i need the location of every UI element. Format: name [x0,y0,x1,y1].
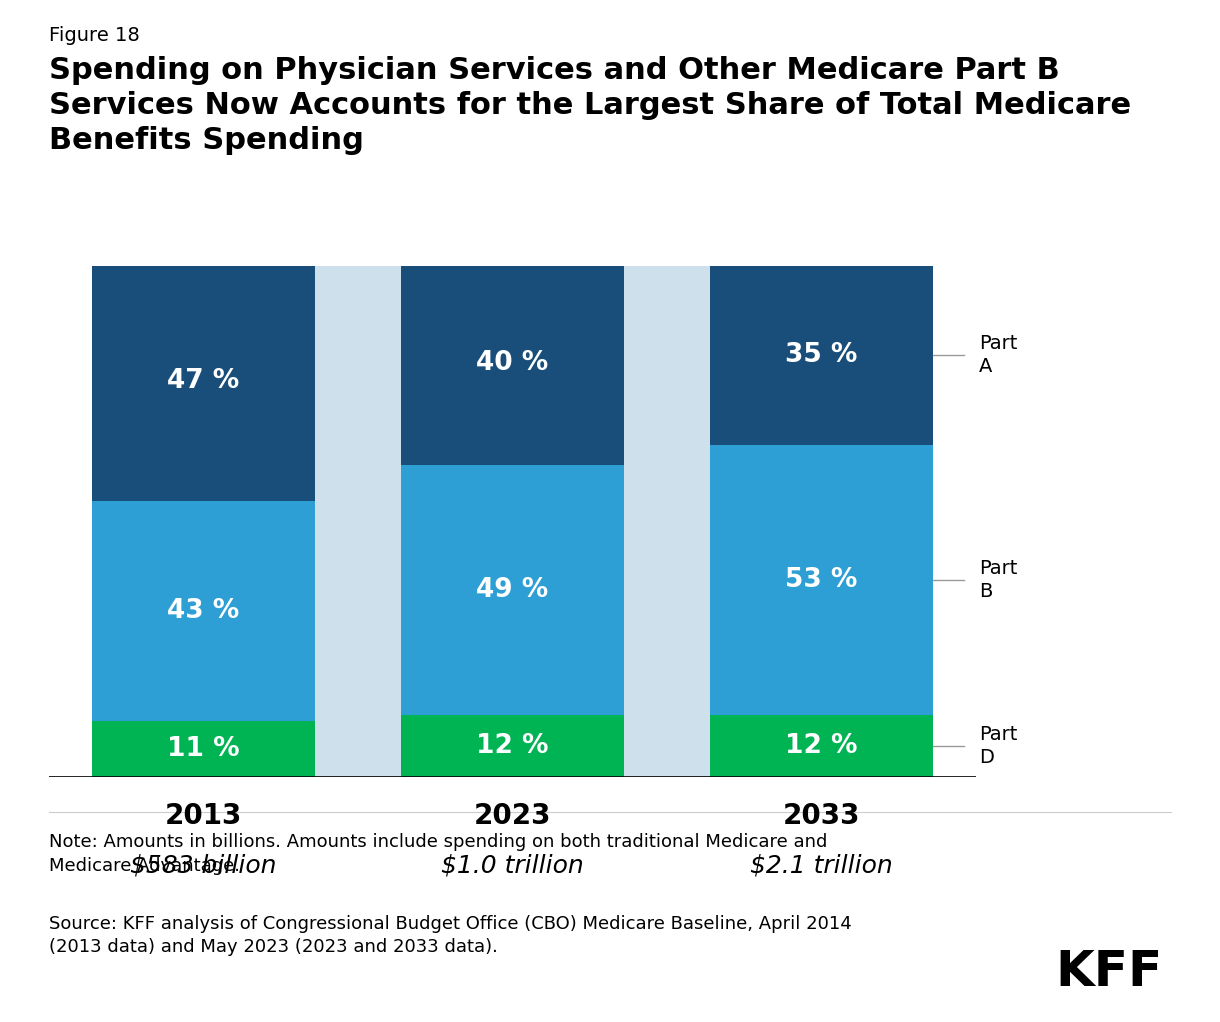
Bar [710,266,933,445]
Text: Spending on Physician Services and Other Medicare Part B
Services Now Accounts f: Spending on Physician Services and Other… [49,56,1131,154]
Text: Note: Amounts in billions. Amounts include spending on both traditional Medicare: Note: Amounts in billions. Amounts inclu… [49,833,827,875]
Text: 2023: 2023 [473,802,551,830]
Bar [92,501,315,721]
Text: Source: KFF analysis of Congressional Budget Office (CBO) Medicare Baseline, Apr: Source: KFF analysis of Congressional Bu… [49,915,852,957]
Text: Part
B: Part B [980,559,1017,601]
Bar [92,721,315,777]
Text: Part
A: Part A [980,334,1017,376]
Text: 2013: 2013 [165,802,242,830]
Text: $1.0 trillion: $1.0 trillion [440,853,584,877]
Bar [401,261,623,465]
Bar [92,261,315,501]
Bar [315,266,401,777]
Text: 43 %: 43 % [167,598,239,623]
Text: 11 %: 11 % [167,736,239,761]
Bar [623,266,710,777]
Text: 49 %: 49 % [476,577,549,603]
Text: 47 %: 47 % [167,368,239,393]
Text: Figure 18: Figure 18 [49,26,139,45]
Bar [401,715,623,777]
Text: $2.1 trillion: $2.1 trillion [750,853,893,877]
Text: 12 %: 12 % [786,733,858,759]
Bar [710,445,933,715]
Text: 35 %: 35 % [786,342,858,368]
Bar [710,715,933,777]
Text: 12 %: 12 % [476,733,549,759]
Text: Part
D: Part D [980,725,1017,768]
Text: 53 %: 53 % [786,567,858,593]
Text: 40 %: 40 % [476,350,549,376]
Bar [401,465,623,715]
Text: KFF: KFF [1055,948,1163,996]
Text: $583 billion: $583 billion [131,853,277,877]
Text: 2033: 2033 [783,802,860,830]
